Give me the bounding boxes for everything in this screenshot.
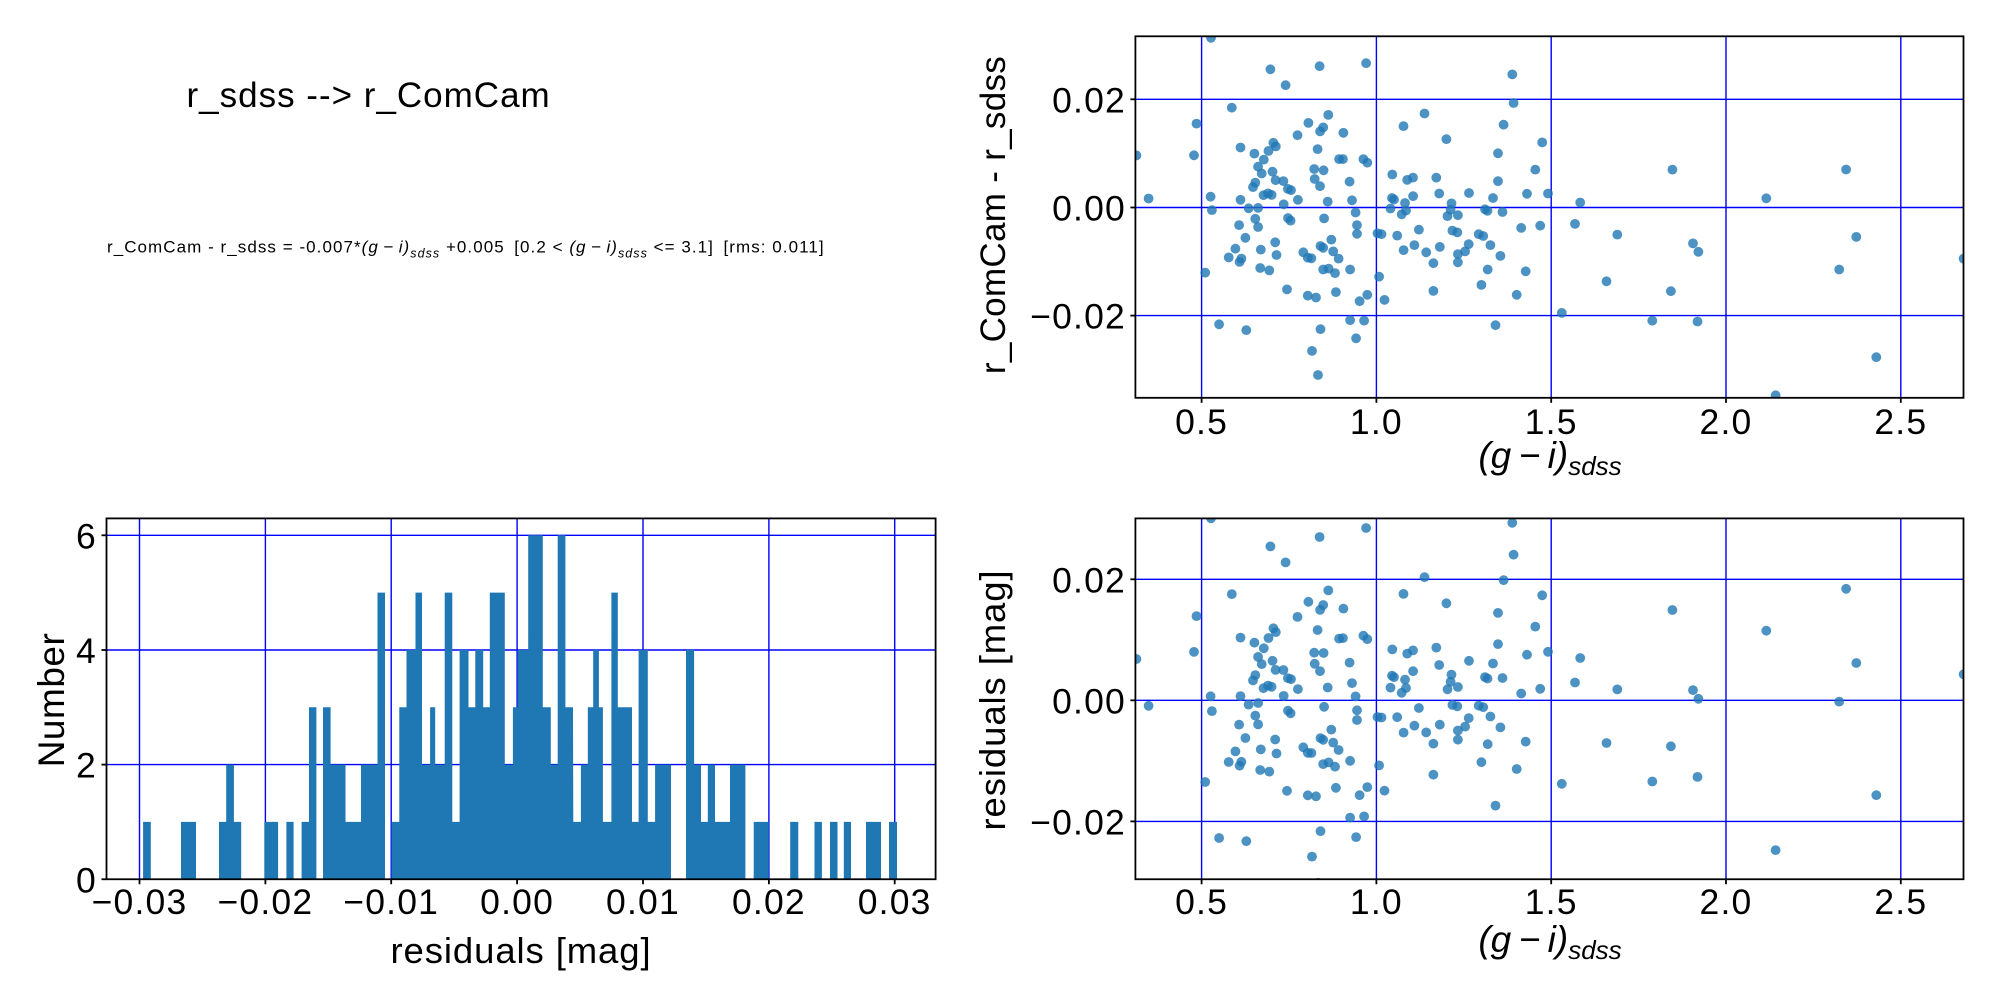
svg-text:1.0: 1.0 [1350, 882, 1403, 922]
svg-text:−0.02: −0.02 [1030, 802, 1126, 842]
svg-text:0.02: 0.02 [732, 882, 806, 922]
svg-text:residuals [mag]: residuals [mag] [391, 930, 652, 971]
svg-text:residuals [mag]: residuals [mag] [972, 570, 1013, 831]
svg-text:0.5: 0.5 [1175, 402, 1228, 442]
svg-text:Number: Number [31, 633, 72, 768]
svg-text:−0.03: −0.03 [92, 882, 188, 922]
svg-text:0.00: 0.00 [1052, 681, 1126, 721]
svg-text:−0.02: −0.02 [1030, 297, 1126, 337]
svg-text:2.0: 2.0 [1700, 882, 1753, 922]
svg-text:1.5: 1.5 [1525, 882, 1578, 922]
svg-text:6: 6 [76, 516, 97, 556]
svg-text:0.02: 0.02 [1052, 80, 1126, 120]
svg-text:0: 0 [76, 860, 97, 900]
svg-text:0.01: 0.01 [606, 882, 680, 922]
svg-text:0.00: 0.00 [1052, 189, 1126, 229]
svg-text:r_sdss --> r_ComCam: r_sdss --> r_ComCam [187, 76, 551, 115]
svg-text:1.0: 1.0 [1350, 402, 1403, 442]
svg-text:2.5: 2.5 [1874, 882, 1927, 922]
svg-text:4: 4 [76, 631, 97, 671]
svg-text:1.5: 1.5 [1525, 402, 1578, 442]
svg-text:2: 2 [76, 746, 97, 786]
svg-text:0.00: 0.00 [480, 882, 554, 922]
svg-text:−0.01: −0.01 [343, 882, 439, 922]
svg-text:0.02: 0.02 [1052, 560, 1126, 600]
svg-text:r_ComCam - r_sdss: r_ComCam - r_sdss [974, 56, 1013, 374]
svg-text:2.5: 2.5 [1874, 402, 1927, 442]
svg-text:(g − i)sdss: (g − i)sdss [1478, 435, 1621, 481]
svg-text:0.5: 0.5 [1175, 882, 1228, 922]
svg-text:0.03: 0.03 [858, 882, 932, 922]
svg-text:−0.02: −0.02 [217, 882, 313, 922]
svg-text:(g − i)sdss: (g − i)sdss [1478, 919, 1621, 965]
svg-text:2.0: 2.0 [1700, 402, 1753, 442]
